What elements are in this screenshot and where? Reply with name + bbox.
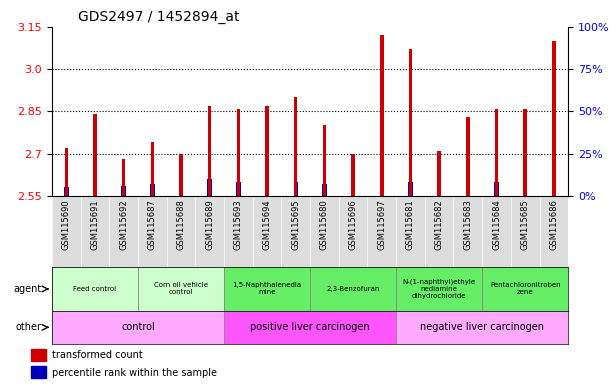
Bar: [93, 182, 97, 196]
Text: GDS2497 / 1452894_at: GDS2497 / 1452894_at: [78, 10, 240, 25]
Text: GSM115687: GSM115687: [148, 199, 157, 250]
Bar: [265, 106, 269, 196]
Bar: [293, 182, 298, 196]
Bar: [495, 109, 498, 196]
Text: agent: agent: [13, 284, 42, 294]
Bar: [65, 148, 68, 196]
Bar: [322, 184, 327, 196]
Bar: [523, 182, 527, 196]
Bar: [52, 311, 224, 344]
Bar: [310, 267, 396, 311]
Bar: [552, 182, 556, 196]
Bar: [179, 154, 183, 196]
Bar: [396, 267, 482, 311]
Text: Corn oil vehicle
control: Corn oil vehicle control: [154, 283, 208, 295]
Text: other: other: [16, 322, 42, 333]
Bar: [396, 311, 568, 344]
Text: GSM115694: GSM115694: [263, 199, 271, 250]
Text: N-(1-naphthyl)ethyle
nediamine
dihydrochloride: N-(1-naphthyl)ethyle nediamine dihydroch…: [403, 279, 476, 299]
Bar: [409, 50, 412, 196]
Text: GSM115688: GSM115688: [177, 199, 186, 250]
Text: GSM115695: GSM115695: [291, 199, 300, 250]
Bar: [236, 182, 241, 196]
Bar: [31, 349, 46, 361]
Bar: [552, 41, 555, 196]
Bar: [224, 267, 310, 311]
Text: GSM115689: GSM115689: [205, 199, 214, 250]
Bar: [351, 154, 355, 196]
Bar: [408, 182, 412, 196]
Text: Feed control: Feed control: [73, 286, 117, 292]
Text: transformed count: transformed count: [52, 350, 143, 360]
Bar: [380, 35, 384, 196]
Text: 2,3-Benzofuran: 2,3-Benzofuran: [326, 286, 380, 292]
Bar: [482, 267, 568, 311]
Text: percentile rank within the sample: percentile rank within the sample: [52, 367, 217, 377]
Text: GSM115681: GSM115681: [406, 199, 415, 250]
Bar: [265, 182, 269, 196]
Text: 1,5-Naphthalenedia
mine: 1,5-Naphthalenedia mine: [233, 283, 302, 295]
Bar: [31, 366, 46, 379]
Bar: [64, 187, 68, 196]
Text: GSM115686: GSM115686: [549, 199, 558, 250]
Bar: [208, 106, 211, 196]
Bar: [466, 117, 470, 196]
Text: GSM115682: GSM115682: [434, 199, 444, 250]
Bar: [208, 179, 212, 196]
Bar: [122, 186, 126, 196]
Bar: [294, 97, 298, 196]
Text: negative liver carcinogen: negative liver carcinogen: [420, 322, 544, 333]
Text: GSM115692: GSM115692: [119, 199, 128, 250]
Bar: [351, 186, 356, 196]
Bar: [150, 142, 154, 196]
Text: control: control: [121, 322, 155, 333]
Bar: [122, 159, 125, 196]
Text: GSM115691: GSM115691: [90, 199, 100, 250]
Bar: [150, 184, 155, 196]
Text: GSM115683: GSM115683: [463, 199, 472, 250]
Bar: [224, 311, 396, 344]
Text: GSM115697: GSM115697: [377, 199, 386, 250]
Bar: [138, 267, 224, 311]
Text: GSM115680: GSM115680: [320, 199, 329, 250]
Bar: [437, 151, 441, 196]
Bar: [466, 184, 470, 196]
Bar: [93, 114, 97, 196]
Bar: [379, 182, 384, 196]
Text: GSM115690: GSM115690: [62, 199, 71, 250]
Text: GSM115685: GSM115685: [521, 199, 530, 250]
Text: GSM115696: GSM115696: [349, 199, 357, 250]
Text: GSM115693: GSM115693: [234, 199, 243, 250]
Bar: [52, 267, 138, 311]
Bar: [494, 182, 499, 196]
Bar: [524, 109, 527, 196]
Bar: [179, 186, 183, 196]
Text: positive liver carcinogen: positive liver carcinogen: [251, 322, 370, 333]
Bar: [437, 186, 441, 196]
Bar: [323, 126, 326, 196]
Text: GSM115684: GSM115684: [492, 199, 501, 250]
Bar: [236, 109, 240, 196]
Text: Pentachloronitroben
zene: Pentachloronitroben zene: [490, 283, 560, 295]
